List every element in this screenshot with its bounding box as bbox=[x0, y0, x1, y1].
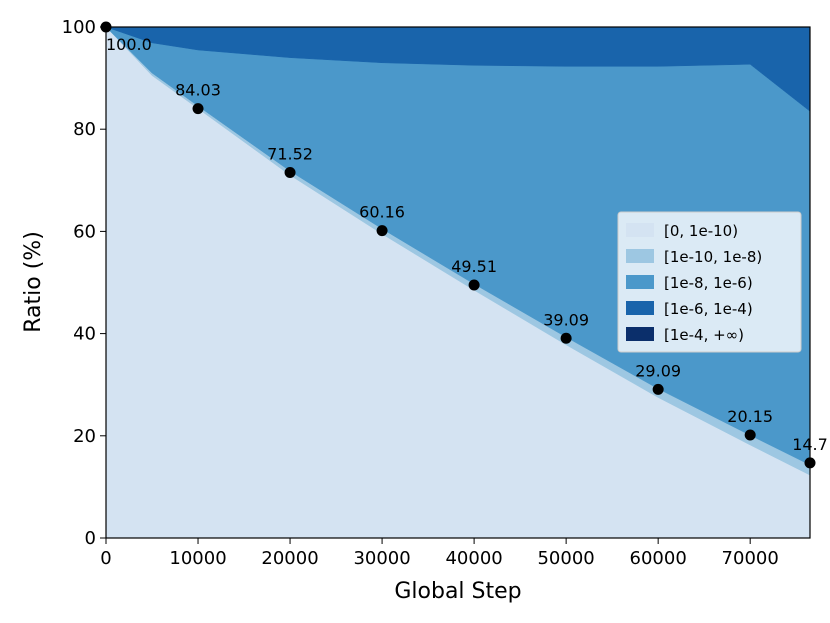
data-point bbox=[376, 225, 388, 237]
area-series-3 bbox=[106, 27, 810, 112]
legend-label-3: [1e-6, 1e-4) bbox=[664, 300, 753, 318]
y-tick-label: 20 bbox=[73, 426, 96, 447]
point-value-label: 49.51 bbox=[451, 257, 497, 276]
point-value-label: 29.09 bbox=[635, 361, 681, 380]
x-tick-label: 40000 bbox=[445, 548, 502, 569]
point-value-label: 20.15 bbox=[727, 407, 773, 426]
legend-label-2: [1e-8, 1e-6) bbox=[664, 274, 753, 292]
point-value-label: 100.0 bbox=[106, 35, 152, 54]
x-tick-label: 70000 bbox=[722, 548, 779, 569]
data-point bbox=[804, 457, 816, 469]
legend-swatch-2 bbox=[626, 275, 654, 289]
data-point bbox=[468, 279, 480, 291]
point-value-label: 60.16 bbox=[359, 203, 405, 222]
y-tick-label: 100 bbox=[62, 17, 96, 38]
legend-swatch-1 bbox=[626, 249, 654, 263]
x-tick-label: 50000 bbox=[537, 548, 594, 569]
legend-label-4: [1e-4, +∞) bbox=[664, 326, 744, 344]
data-point bbox=[192, 103, 204, 115]
legend-swatch-4 bbox=[626, 327, 654, 341]
x-axis: 0 10000 20000 30000 40000 50000 60000 70000 bbox=[100, 538, 779, 569]
point-value-label: 84.03 bbox=[175, 81, 221, 100]
data-points bbox=[100, 21, 816, 469]
legend-label-0: [0, 1e-10) bbox=[664, 222, 738, 240]
point-labels: 100.0 84.03 71.52 60.16 49.51 39.09 29.09 20.15… bbox=[106, 35, 828, 454]
point-value-label: 14.7 bbox=[792, 435, 828, 454]
stacked-areas bbox=[106, 27, 810, 538]
x-tick-label: 30000 bbox=[353, 548, 410, 569]
legend-label-1: [1e-10, 1e-8) bbox=[664, 248, 762, 266]
y-tick-label: 80 bbox=[73, 119, 96, 140]
x-tick-label: 10000 bbox=[169, 548, 226, 569]
legend-box bbox=[617, 211, 802, 353]
y-tick-label: 40 bbox=[73, 324, 96, 345]
point-value-label: 39.09 bbox=[543, 310, 589, 329]
x-tick-label: 0 bbox=[100, 548, 111, 569]
data-point bbox=[652, 383, 664, 395]
y-tick-label: 0 bbox=[85, 528, 96, 549]
point-value-label: 71.52 bbox=[267, 145, 313, 164]
plot-frame bbox=[105, 26, 811, 539]
data-point bbox=[100, 21, 112, 33]
y-axis-title: Ratio (%) bbox=[21, 231, 46, 333]
y-axis: 0 20 40 60 80 100 bbox=[62, 17, 106, 549]
legend-swatch-3 bbox=[626, 301, 654, 315]
legend-swatch-0 bbox=[626, 223, 654, 237]
data-point bbox=[284, 167, 296, 179]
x-tick-label: 60000 bbox=[630, 548, 687, 569]
y-tick-label: 60 bbox=[73, 221, 96, 242]
x-axis-title: Global Step bbox=[394, 579, 521, 604]
legend: [0, 1e-10) [1e-10, 1e-8) [1e-8, 1e-6) [1e-6… bbox=[617, 211, 802, 353]
data-point bbox=[744, 429, 756, 441]
x-tick-label: 20000 bbox=[261, 548, 318, 569]
data-point bbox=[560, 332, 572, 344]
